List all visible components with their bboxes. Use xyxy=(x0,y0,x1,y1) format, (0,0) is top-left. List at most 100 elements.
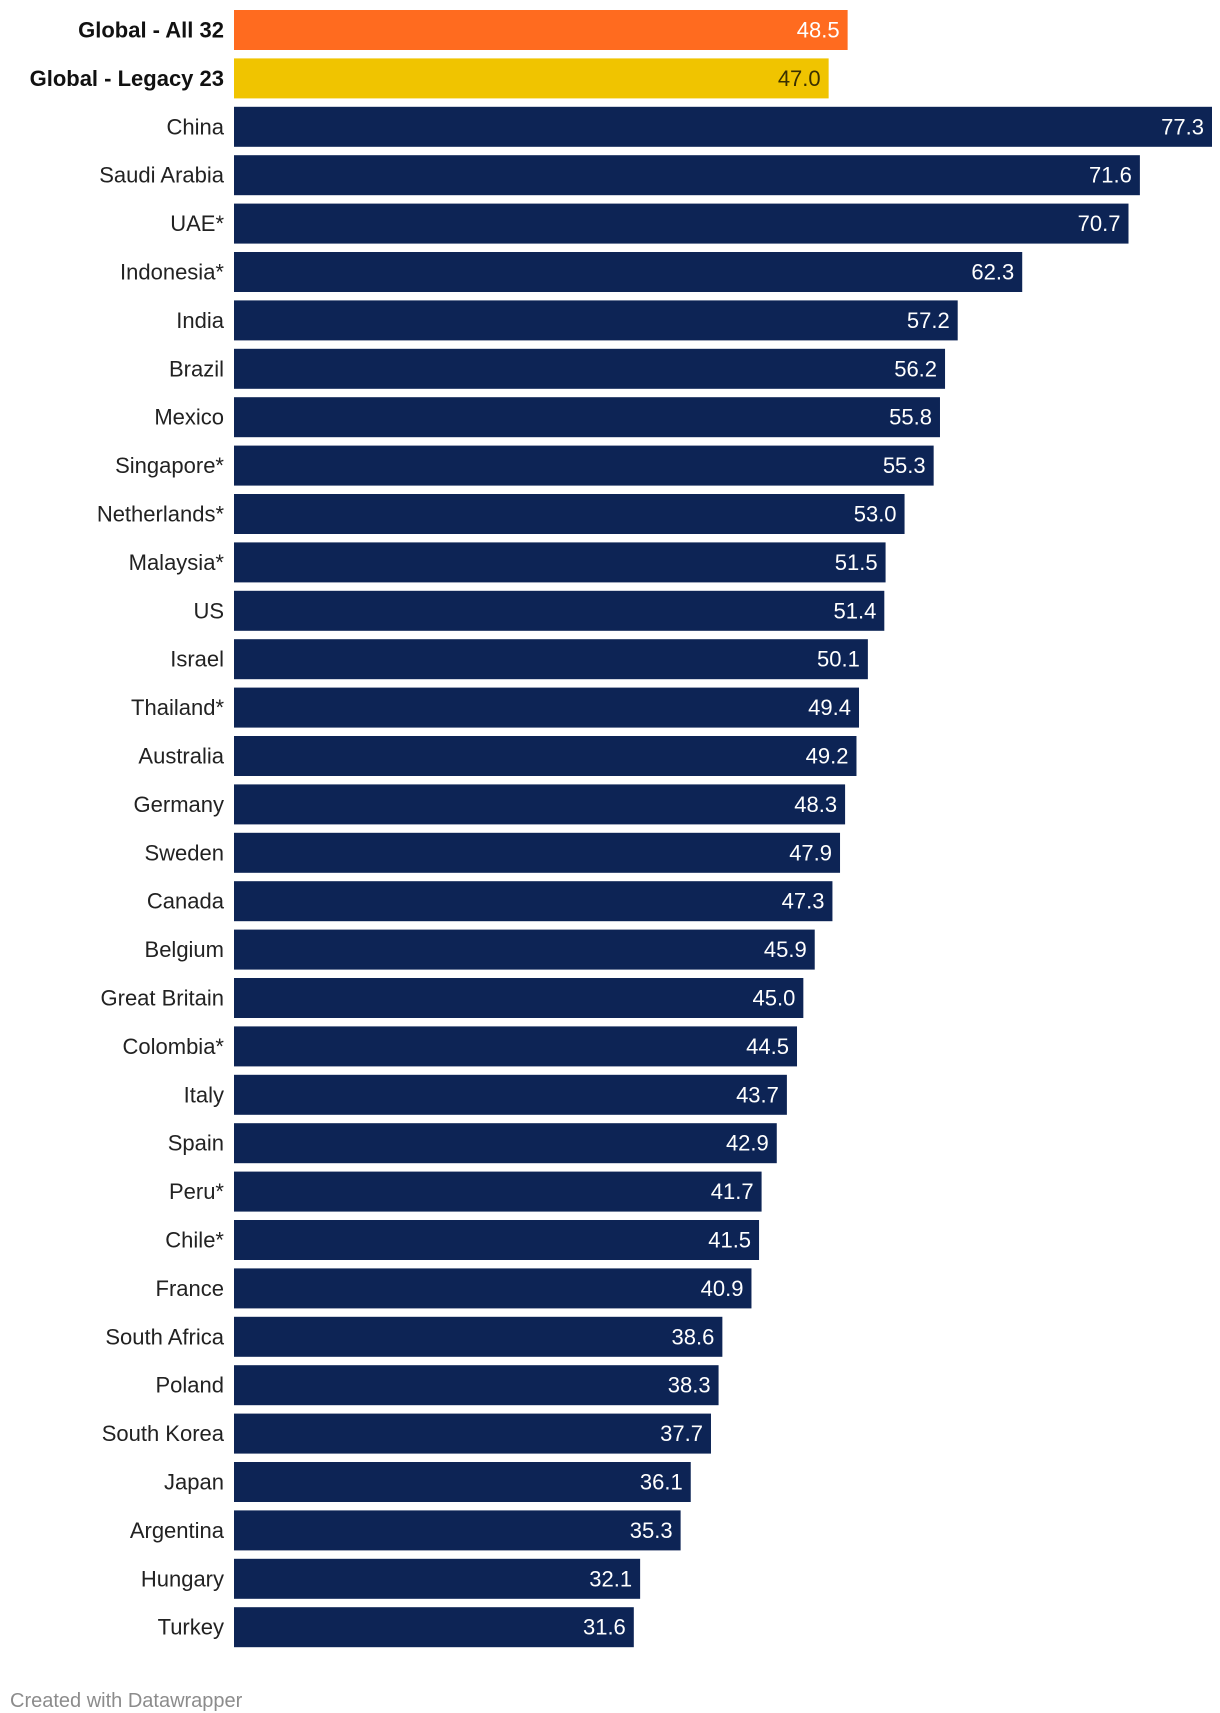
value-label-japan: 36.1 xyxy=(640,1470,683,1495)
category-label-uae: UAE* xyxy=(170,211,224,236)
bar-china xyxy=(234,106,1212,147)
category-label-india: India xyxy=(176,308,224,333)
bar-colombia xyxy=(234,1026,798,1067)
value-label-germany: 48.3 xyxy=(794,792,837,817)
value-label-global-legacy-23: 47.0 xyxy=(778,66,821,91)
bar-peru xyxy=(234,1171,762,1212)
bar-netherlands xyxy=(234,494,905,534)
value-label-netherlands: 53.0 xyxy=(854,502,897,527)
value-label-belgium: 45.9 xyxy=(764,937,807,962)
bar-israel xyxy=(234,639,868,680)
value-label-canada: 47.3 xyxy=(782,889,825,914)
bar-malaysia xyxy=(234,542,886,583)
value-label-peru: 41.7 xyxy=(711,1179,754,1204)
bar-thailand xyxy=(234,687,860,728)
category-label-global-all-32: Global - All 32 xyxy=(78,18,224,43)
value-label-chile: 41.5 xyxy=(708,1228,751,1253)
bar-australia xyxy=(234,736,857,776)
category-label-chile: Chile* xyxy=(165,1228,224,1253)
value-label-argentina: 35.3 xyxy=(630,1518,673,1543)
category-label-poland: Poland xyxy=(155,1373,224,1398)
bar-global-legacy-23 xyxy=(234,58,829,99)
bar-japan xyxy=(234,1462,691,1502)
category-label-australia: Australia xyxy=(138,744,224,769)
category-label-great-britain: Great Britain xyxy=(101,986,225,1011)
category-label-mexico: Mexico xyxy=(154,405,224,430)
bar-argentina xyxy=(234,1510,681,1551)
category-label-hungary: Hungary xyxy=(141,1566,224,1591)
value-label-china: 77.3 xyxy=(1161,114,1204,139)
category-label-brazil: Brazil xyxy=(169,356,224,381)
category-label-netherlands: Netherlands* xyxy=(97,502,225,527)
bar-france xyxy=(234,1268,752,1309)
bar-mexico xyxy=(234,397,940,438)
category-label-saudi-arabia: Saudi Arabia xyxy=(99,163,225,188)
value-label-india: 57.2 xyxy=(907,308,950,333)
value-label-south-korea: 37.7 xyxy=(660,1421,703,1446)
value-label-south-africa: 38.6 xyxy=(672,1324,715,1349)
category-label-peru: Peru* xyxy=(169,1179,224,1204)
value-label-australia: 49.2 xyxy=(806,744,849,769)
bar-brazil xyxy=(234,348,946,389)
value-label-colombia: 44.5 xyxy=(746,1034,789,1059)
category-label-italy: Italy xyxy=(184,1082,224,1107)
bar-turkey xyxy=(234,1607,634,1648)
value-label-thailand: 49.4 xyxy=(808,695,851,720)
category-label-sweden: Sweden xyxy=(144,840,224,865)
category-label-china: China xyxy=(167,114,225,139)
category-label-global-legacy-23: Global - Legacy 23 xyxy=(30,66,224,91)
category-label-israel: Israel xyxy=(170,647,224,672)
bar-hungary xyxy=(234,1558,641,1599)
value-label-indonesia: 62.3 xyxy=(971,260,1014,285)
bar-chile xyxy=(234,1220,760,1260)
bar-us xyxy=(234,590,885,631)
category-label-argentina: Argentina xyxy=(130,1518,225,1543)
category-label-thailand: Thailand* xyxy=(131,695,224,720)
bar-uae xyxy=(234,203,1129,244)
value-label-malaysia: 51.5 xyxy=(835,550,878,575)
bar-canada xyxy=(234,881,833,922)
value-label-great-britain: 45.0 xyxy=(753,986,796,1011)
bar-india xyxy=(234,300,958,341)
datawrapper-credit: Created with Datawrapper xyxy=(10,1690,243,1712)
category-label-south-korea: South Korea xyxy=(102,1421,225,1446)
bar-singapore xyxy=(234,445,934,486)
category-label-canada: Canada xyxy=(147,889,225,914)
category-label-indonesia: Indonesia* xyxy=(120,260,224,285)
value-label-poland: 38.3 xyxy=(668,1373,711,1398)
category-label-us: US xyxy=(193,598,224,623)
value-label-spain: 42.9 xyxy=(726,1131,769,1156)
bar-south-africa xyxy=(234,1316,723,1357)
value-label-brazil: 56.2 xyxy=(894,356,937,381)
bar-germany xyxy=(234,784,846,825)
value-label-saudi-arabia: 71.6 xyxy=(1089,163,1132,188)
bar-indonesia xyxy=(234,252,1023,292)
value-label-turkey: 31.6 xyxy=(583,1615,626,1640)
value-label-global-all-32: 48.5 xyxy=(797,18,840,43)
category-label-south-africa: South Africa xyxy=(105,1324,224,1349)
value-label-uae: 70.7 xyxy=(1078,211,1121,236)
bar-global-all-32 xyxy=(234,10,848,50)
bar-belgium xyxy=(234,929,815,970)
bar-sweden xyxy=(234,832,841,873)
value-label-italy: 43.7 xyxy=(736,1082,779,1107)
bar-italy xyxy=(234,1074,787,1115)
category-label-spain: Spain xyxy=(168,1131,224,1156)
value-label-sweden: 47.9 xyxy=(789,840,832,865)
value-label-hungary: 32.1 xyxy=(589,1566,632,1591)
category-label-singapore: Singapore* xyxy=(115,453,224,478)
bar-saudi-arabia xyxy=(234,155,1140,196)
category-label-japan: Japan xyxy=(164,1470,224,1495)
category-label-france: France xyxy=(156,1276,224,1301)
value-label-singapore: 55.3 xyxy=(883,453,926,478)
value-label-mexico: 55.8 xyxy=(889,405,932,430)
value-label-israel: 50.1 xyxy=(817,647,860,672)
category-label-colombia: Colombia* xyxy=(123,1034,225,1059)
value-label-us: 51.4 xyxy=(833,598,876,623)
category-label-belgium: Belgium xyxy=(145,937,224,962)
category-label-malaysia: Malaysia* xyxy=(129,550,225,575)
bar-poland xyxy=(234,1365,719,1406)
category-label-germany: Germany xyxy=(134,792,224,817)
bar-great-britain xyxy=(234,978,804,1018)
